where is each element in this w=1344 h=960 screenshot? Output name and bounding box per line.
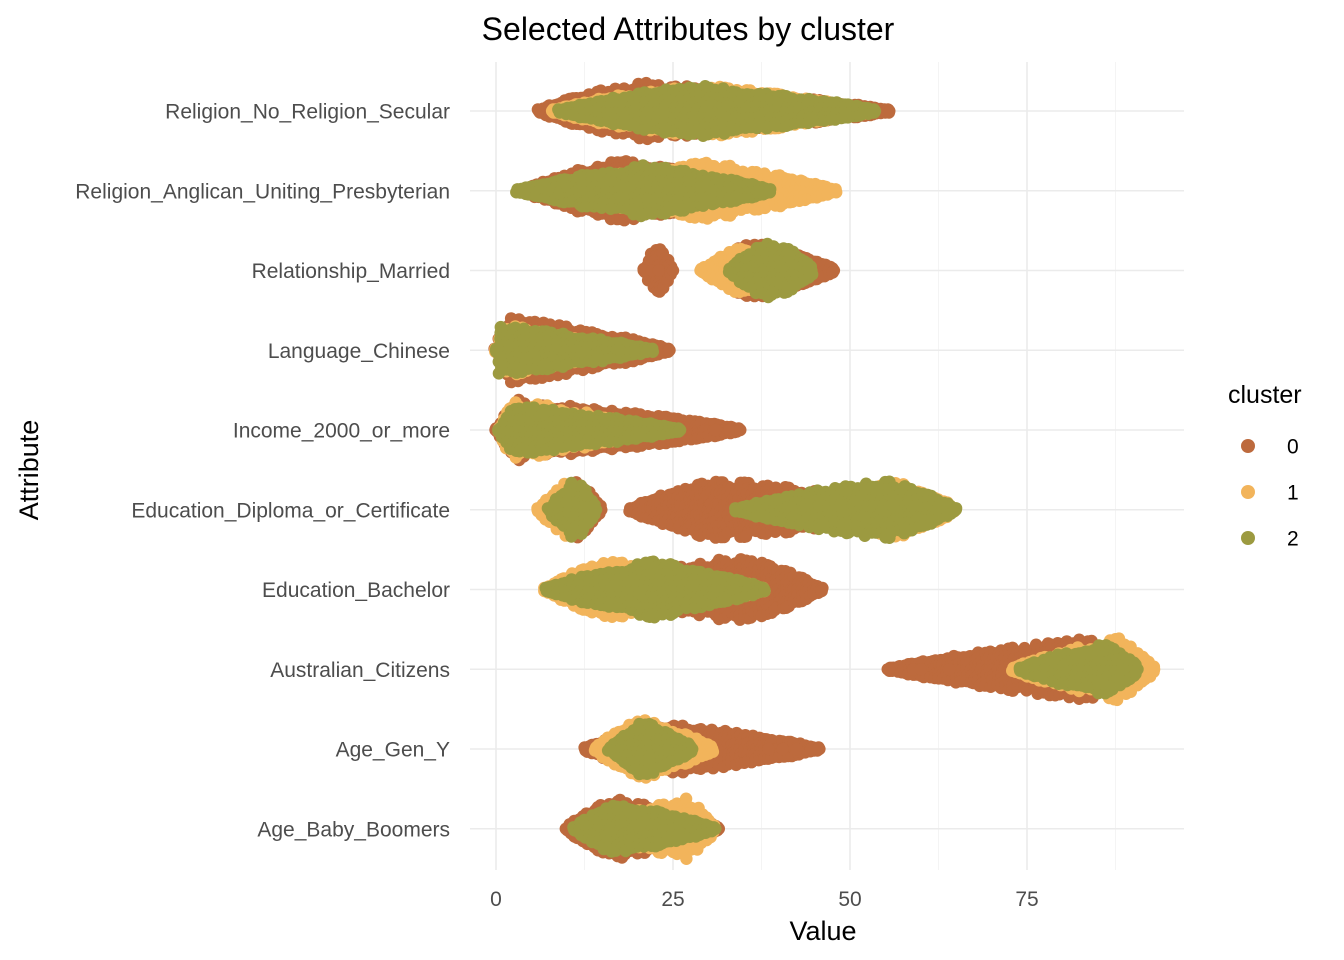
data-point xyxy=(882,106,896,119)
data-point xyxy=(666,264,680,277)
data-point xyxy=(914,663,927,676)
data-point xyxy=(826,266,839,279)
data-point xyxy=(762,742,775,756)
data-point xyxy=(790,742,804,756)
points-layer xyxy=(488,76,1161,865)
data-point xyxy=(652,264,665,277)
data-point xyxy=(723,423,736,437)
data-point xyxy=(734,423,747,437)
data-point xyxy=(663,344,676,357)
data-point xyxy=(942,663,956,676)
data-point xyxy=(709,423,722,437)
data-point xyxy=(815,584,828,598)
data-point xyxy=(776,742,789,756)
data-point xyxy=(882,663,896,676)
data-point xyxy=(811,742,825,756)
